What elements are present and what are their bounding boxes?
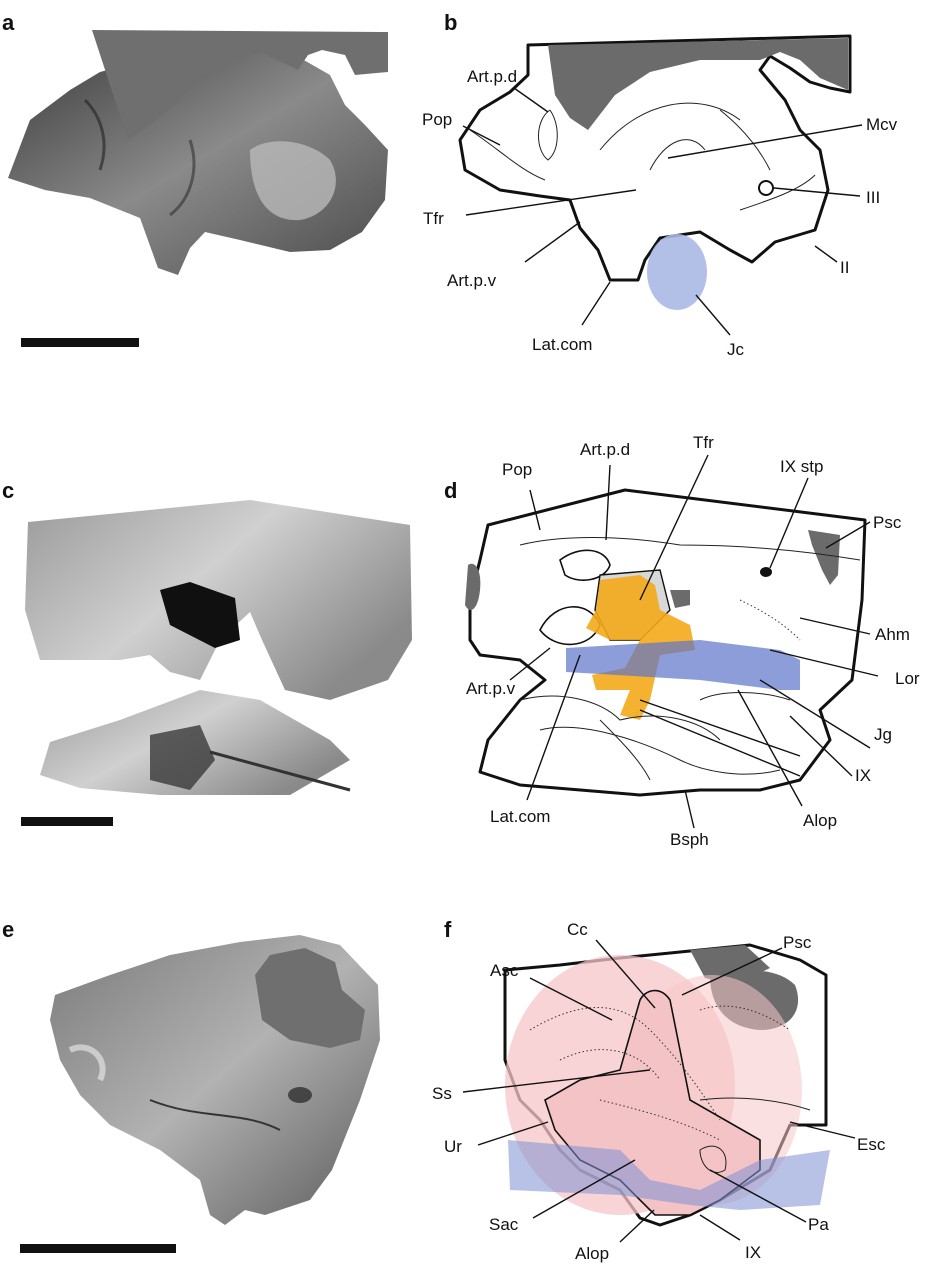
specimen-drawing-d	[465, 488, 867, 797]
jugular-canal-highlight	[647, 234, 707, 310]
label-art-p-v: Art.p.v	[447, 271, 497, 290]
label-art-p-d-d: Art.p.d	[580, 440, 630, 459]
label-pop-d: Pop	[502, 460, 532, 479]
label-ahm: Ahm	[875, 625, 910, 644]
label-mcv: Mcv	[866, 115, 898, 134]
label-psc-d: Psc	[873, 513, 902, 532]
jugular-groove-highlight	[566, 640, 800, 690]
label-pop: Pop	[422, 110, 452, 129]
label-asc: Asc	[490, 961, 519, 980]
label-art-p-d: Art.p.d	[467, 67, 517, 86]
panel-d: d	[444, 433, 920, 849]
panel-letter-f: f	[444, 917, 452, 942]
panel-c: c	[2, 478, 412, 826]
scale-bar-a	[21, 338, 139, 347]
label-pa: Pa	[808, 1215, 829, 1234]
label-ii: II	[840, 258, 849, 277]
label-tfr-d: Tfr	[693, 433, 714, 452]
label-tfr: Tfr	[423, 209, 444, 228]
panel-a: a	[2, 10, 388, 347]
label-lat-com: Lat.com	[532, 335, 592, 354]
label-lat-com-d: Lat.com	[490, 807, 550, 826]
jugular-groove-highlight-f	[508, 1140, 830, 1210]
label-psc-f: Psc	[783, 933, 812, 952]
label-lor: Lor	[895, 669, 920, 688]
panel-b: b Art.p.d Pop Mcv III Tfr	[422, 10, 898, 359]
label-jc: Jc	[727, 340, 745, 359]
panel-e: e	[2, 917, 380, 1253]
label-ur: Ur	[444, 1137, 462, 1156]
label-ss: Ss	[432, 1084, 452, 1103]
label-alop-d: Alop	[803, 811, 837, 830]
leader-lines-d	[509, 454, 879, 829]
label-bsph: Bsph	[670, 830, 709, 849]
scale-bar-e	[20, 1244, 176, 1253]
label-ix-d: IX	[855, 766, 871, 785]
specimen-drawing-b	[458, 34, 852, 310]
specimen-photo-a	[8, 30, 388, 275]
label-alop-f: Alop	[575, 1244, 609, 1263]
scale-bar-c	[21, 817, 113, 826]
label-jg: Jg	[874, 725, 892, 744]
label-esc: Esc	[857, 1135, 886, 1154]
label-cc: Cc	[567, 920, 588, 939]
panel-letter-b: b	[444, 10, 457, 35]
label-ix-stp: IX stp	[780, 457, 823, 476]
specimen-photo-c	[25, 500, 412, 795]
specimen-drawing-f	[503, 943, 830, 1227]
panel-letter-a: a	[2, 10, 15, 35]
label-iii: III	[866, 188, 880, 207]
panel-f: f Cc Psc	[432, 917, 886, 1263]
label-ix-f: IX	[745, 1243, 761, 1262]
leader-lines-f	[462, 939, 856, 1243]
panel-letter-d: d	[444, 478, 457, 503]
specimen-photo-e	[50, 935, 380, 1225]
panel-letter-c: c	[2, 478, 14, 503]
label-sac: Sac	[489, 1215, 519, 1234]
panel-letter-e: e	[2, 917, 14, 942]
leader-lines-b	[462, 87, 863, 336]
label-art-p-v-d: Art.p.v	[466, 679, 516, 698]
